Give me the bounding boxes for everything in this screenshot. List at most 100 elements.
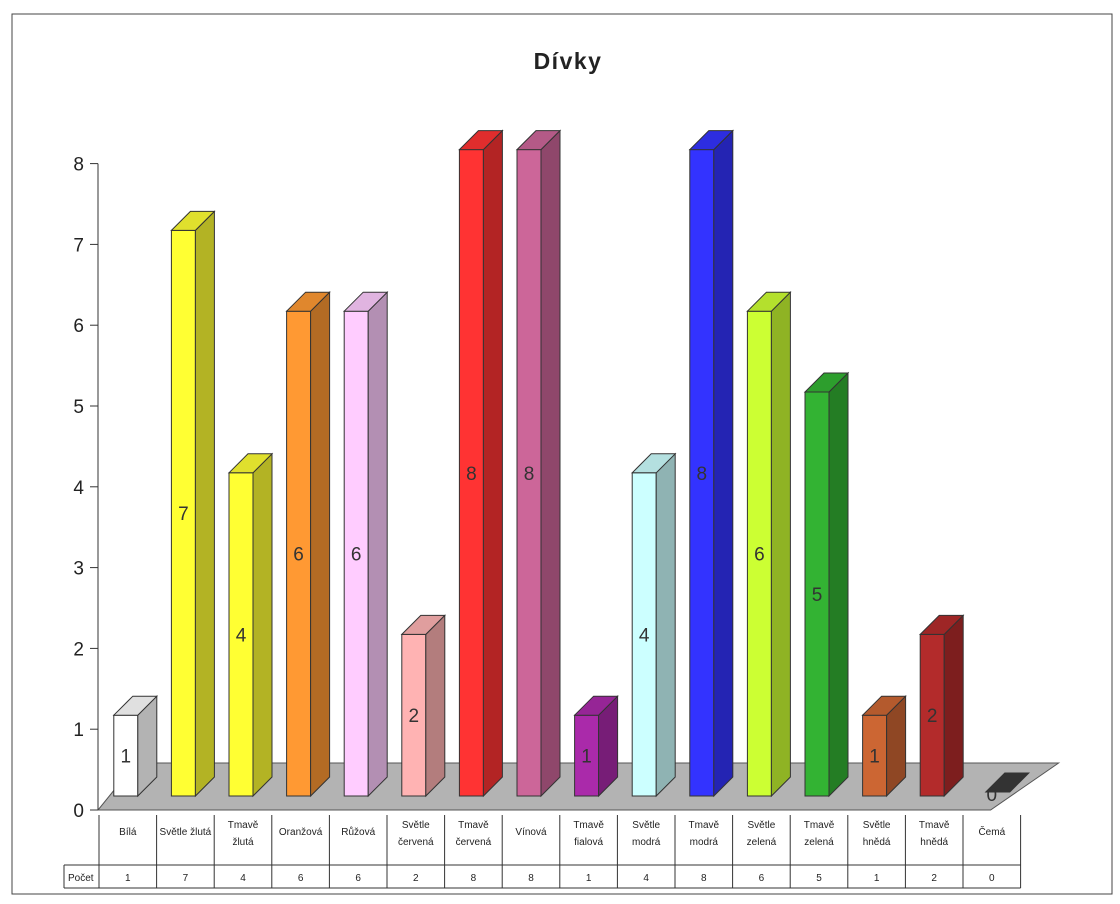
- category-label: Oranžová: [279, 827, 323, 838]
- y-tick-label: 0: [73, 801, 84, 822]
- category-label: žlutá: [232, 837, 254, 848]
- bar-value-label: 8: [697, 464, 708, 485]
- chart-title: Dívky: [534, 48, 603, 74]
- y-tick-label: 1: [73, 720, 84, 741]
- category-label: Tmavě: [573, 820, 604, 831]
- bar-top: [400, 614, 447, 635]
- bar: [688, 129, 735, 798]
- category-label: zelená: [747, 837, 777, 848]
- category-label: Světle: [632, 820, 660, 831]
- table-cell-value: 6: [355, 873, 361, 884]
- table-cell-value: 6: [759, 873, 765, 884]
- category-label: Tmavě: [804, 820, 835, 831]
- category-label: hnědá: [863, 837, 891, 848]
- bar-front: [804, 391, 830, 797]
- bar: [458, 129, 504, 798]
- y-tick-label: 8: [73, 155, 84, 176]
- bar: [170, 210, 216, 798]
- table-cell-value: 0: [989, 873, 995, 884]
- bar: [400, 614, 447, 798]
- bar: [342, 290, 389, 798]
- y-tick-label: 5: [73, 397, 84, 418]
- bar-top: [688, 130, 735, 151]
- bar-front: [458, 149, 484, 797]
- bar-side: [425, 614, 446, 798]
- bar: [984, 772, 1031, 793]
- category-label: fialová: [574, 837, 603, 848]
- category-label: Světle: [863, 820, 891, 831]
- category-label: Světle: [402, 820, 430, 831]
- table-cell-value: 6: [298, 873, 304, 884]
- bar-front: [631, 472, 657, 797]
- bar-value-label: 0: [987, 785, 998, 806]
- bar: [861, 694, 907, 798]
- bar-top: [803, 372, 850, 393]
- category-label: hnědá: [920, 837, 948, 848]
- table-row-label: Počet: [68, 873, 94, 884]
- table-cell-value: 5: [816, 873, 822, 884]
- bar-top: [458, 130, 504, 151]
- table-cell-value: 8: [701, 873, 707, 884]
- bar-front: [574, 714, 600, 797]
- category-label: Růžová: [341, 826, 375, 838]
- category-label: Tmavě: [228, 820, 259, 831]
- table-cell-value: 7: [183, 873, 189, 884]
- bar-value-label: 2: [927, 706, 938, 727]
- bar: [515, 129, 562, 798]
- bar-top: [515, 130, 562, 151]
- bar-side: [943, 614, 964, 798]
- bar-value-label: 7: [178, 504, 189, 525]
- table-cell-value: 8: [471, 873, 477, 884]
- bar-front: [516, 149, 542, 797]
- table-cell-value: 1: [586, 873, 592, 884]
- bar-value-label: 1: [581, 747, 592, 768]
- bar-side: [252, 452, 273, 798]
- bar-front: [228, 472, 254, 797]
- bar: [746, 290, 792, 798]
- bar-side: [367, 290, 388, 798]
- bar-value-label: 8: [466, 464, 477, 485]
- bar-side: [770, 290, 791, 798]
- category-label: Tmavě: [689, 820, 720, 831]
- category-label: modrá: [632, 837, 661, 848]
- bar-flat: [984, 772, 1031, 793]
- category-label: červená: [456, 837, 492, 848]
- bar: [630, 452, 677, 798]
- bar-top: [918, 614, 965, 635]
- bar-front: [401, 633, 427, 797]
- bar-side: [310, 290, 331, 798]
- bar: [803, 371, 850, 798]
- table-cell-value: 2: [413, 873, 419, 884]
- bar-value-label: 6: [293, 545, 304, 566]
- table-cell-value: 4: [643, 873, 649, 884]
- bar-top: [861, 695, 907, 716]
- y-tick-label: 4: [73, 478, 84, 499]
- chart-border: [11, 13, 1113, 895]
- table-cell-value: 1: [874, 873, 880, 884]
- bar: [227, 452, 274, 798]
- category-label: Tmavě: [458, 820, 489, 831]
- bar-side: [482, 129, 503, 798]
- table-cell-value: 4: [240, 873, 246, 884]
- bar-top: [112, 695, 159, 716]
- bar-value-label: 1: [869, 747, 880, 768]
- y-tick-label: 2: [73, 639, 84, 660]
- table-cell-value: 1: [125, 873, 131, 884]
- bar-side: [540, 129, 561, 798]
- bar-value-label: 8: [524, 464, 535, 485]
- y-tick-label: 3: [73, 559, 84, 580]
- bar-value-label: 6: [351, 545, 362, 566]
- bar-front: [343, 310, 369, 797]
- bar: [918, 614, 965, 798]
- category-label: modrá: [690, 837, 719, 848]
- category-label: Bílá: [119, 827, 137, 838]
- bar-side: [194, 210, 215, 798]
- bar-top: [630, 453, 677, 474]
- category-label: Čemá: [978, 825, 1005, 838]
- bar-value-label: 6: [754, 545, 765, 566]
- category-label: červená: [398, 837, 434, 848]
- bar-side: [828, 371, 849, 798]
- bar-front: [170, 229, 196, 797]
- bar-value-label: 4: [639, 625, 650, 646]
